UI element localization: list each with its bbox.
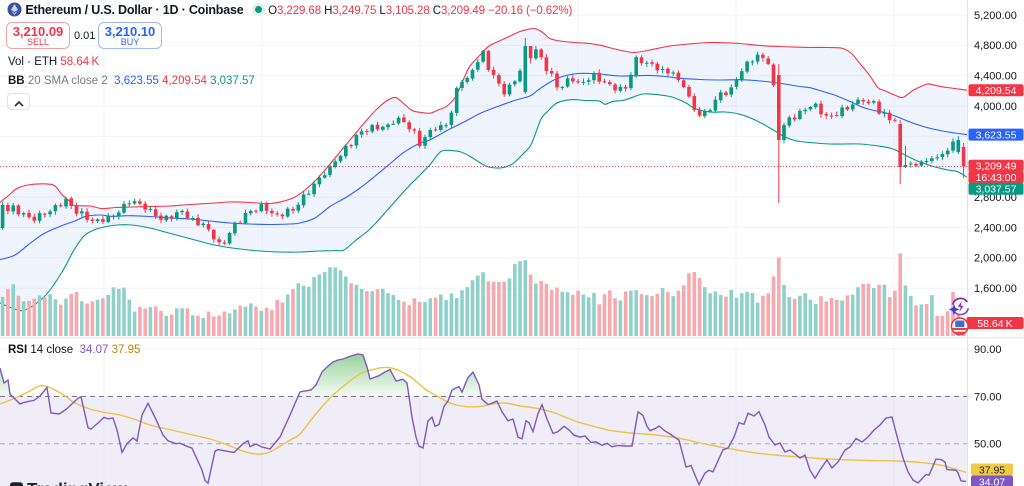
svg-text:2,000.00: 2,000.00 (974, 253, 1017, 265)
svg-text:3,623.55: 3,623.55 (976, 130, 1017, 142)
svg-text:37.95: 37.95 (979, 464, 1005, 476)
svg-text:90.00: 90.00 (974, 344, 1002, 356)
svg-text:4,000.00: 4,000.00 (974, 101, 1017, 113)
svg-text:4,800.00: 4,800.00 (974, 40, 1017, 52)
svg-text:70.00: 70.00 (974, 391, 1002, 403)
svg-text:4,209.54: 4,209.54 (976, 85, 1017, 97)
svg-text:3,037.57: 3,037.57 (976, 184, 1017, 196)
svg-text:2,400.00: 2,400.00 (974, 222, 1017, 234)
svg-text:3,209.49: 3,209.49 (976, 161, 1017, 173)
svg-text:50.00: 50.00 (974, 439, 1002, 451)
svg-text:34.07: 34.07 (979, 476, 1005, 486)
svg-text:1,600.00: 1,600.00 (974, 283, 1017, 295)
svg-text:2,800.00: 2,800.00 (974, 192, 1017, 204)
svg-text:16:43:00: 16:43:00 (976, 172, 1017, 184)
svg-text:58.64 K: 58.64 K (977, 318, 1012, 330)
svg-text:TradingView: TradingView (27, 480, 128, 486)
svg-text:5,200.00: 5,200.00 (974, 10, 1017, 22)
svg-text:4,400.00: 4,400.00 (974, 71, 1017, 83)
